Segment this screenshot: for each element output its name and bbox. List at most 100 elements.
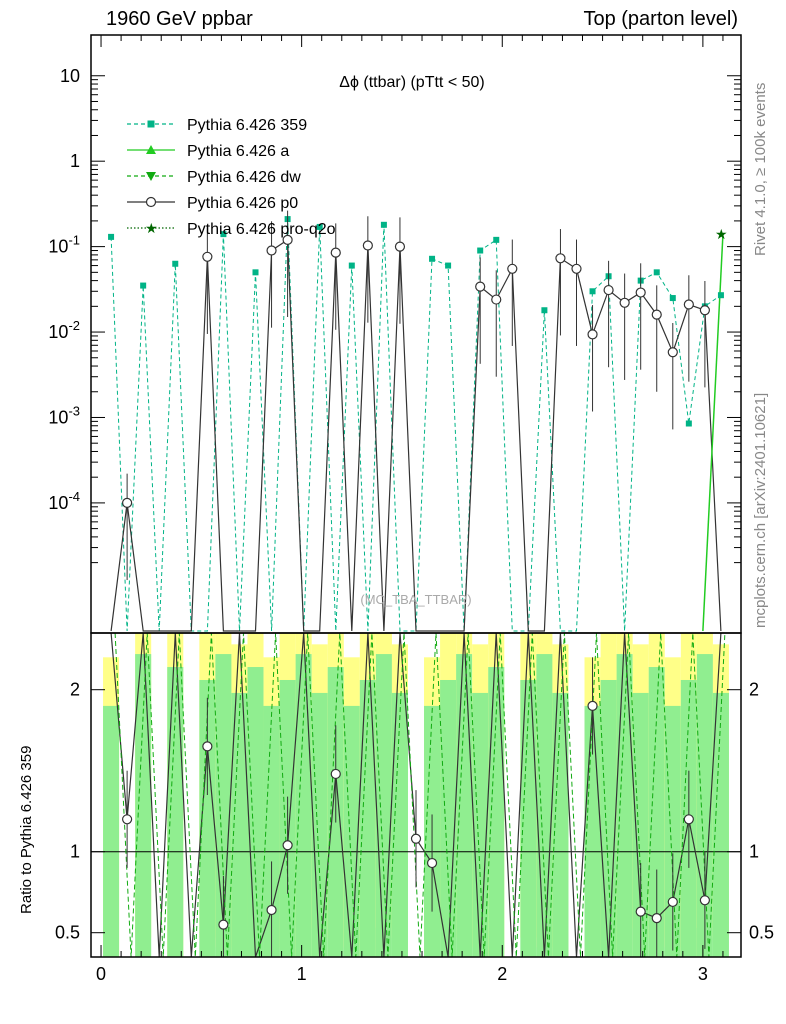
ratio-p0-marker <box>202 741 213 752</box>
series-p0-marker <box>282 234 293 245</box>
legend-label: Pythia 6.426 pro-q2o <box>187 221 336 238</box>
x-tick-label: 1 <box>297 964 307 984</box>
ratio-band-inner <box>135 654 152 957</box>
y-ratio-tick-label-right: 1 <box>749 842 759 862</box>
ratio-p0-marker <box>122 814 133 825</box>
series-359-marker <box>380 221 387 228</box>
header-left-label: 1960 GeV ppbar <box>106 8 253 30</box>
series-359-marker <box>653 269 660 276</box>
ratio-band-inner <box>311 692 328 957</box>
legend: Pythia 6.426 359 Pythia 6.426 a Pythia 6.4… <box>127 117 336 238</box>
ratio-band-inner <box>231 692 248 957</box>
ratio-p0-marker <box>330 768 341 780</box>
series-p0-marker <box>699 305 710 316</box>
series-359-marker <box>316 223 323 230</box>
ratio-plot-lines <box>91 632 741 958</box>
series-359-marker <box>589 288 596 295</box>
series-p0-marker <box>635 287 646 298</box>
ratio-band-inner <box>552 692 569 957</box>
ratio-p0-marker <box>651 913 662 924</box>
series-p0-marker <box>491 294 502 305</box>
series-359-marker <box>445 262 452 269</box>
series-pro-q2o-marker: ★ <box>715 226 728 242</box>
ratio-band-inner <box>247 667 264 957</box>
legend-label: Pythia 6.426 p0 <box>187 195 298 212</box>
series-p0-marker <box>394 241 406 252</box>
series-a-tail <box>702 234 724 632</box>
ratio-p0-marker <box>699 895 710 906</box>
axis-ticks: 0 1 2 3 10 1 10-1 10-2 10-3 10-4 2 2 1 1 0.5 0.5 <box>48 35 774 984</box>
series-p0-marker <box>475 281 486 292</box>
ratio-band-inner <box>632 692 649 957</box>
legend-label: Pythia 6.426 a <box>187 143 289 160</box>
series-359-marker <box>220 231 227 238</box>
series-p0-marker <box>571 263 582 274</box>
x-tick-label: 2 <box>497 964 507 984</box>
header-right-label: Top (parton level) <box>583 8 738 30</box>
series-p0-marker <box>202 251 213 262</box>
series-p0-marker <box>362 240 373 251</box>
ratio-band-inner <box>648 667 665 957</box>
ratio-p0-marker <box>266 904 277 916</box>
x-tick-label: 0 <box>96 964 106 984</box>
series-359-marker <box>172 260 179 267</box>
y-ratio-tick-label-right: 2 <box>749 680 759 700</box>
y-main-tick-label: 1 <box>70 151 80 171</box>
series-p0-marker <box>603 284 614 296</box>
series-359-line <box>110 219 722 632</box>
ratio-band-inner <box>167 667 184 957</box>
series-359-marker <box>348 262 355 269</box>
y-ratio-tick-label: 2 <box>70 680 80 700</box>
plot-frames <box>90 34 742 958</box>
ratio-band-inner <box>536 654 553 957</box>
legend-marker-circle <box>145 196 157 208</box>
ratio-p0-marker <box>635 906 646 917</box>
y-main-tick-label: 10-1 <box>48 233 80 257</box>
ratio-band-inner <box>472 692 489 957</box>
ratio-band-inner <box>103 705 120 957</box>
series-p0-marker <box>619 297 630 308</box>
series-p0-marker <box>555 253 566 264</box>
series-359-marker <box>108 233 115 240</box>
y-ratio-tick-label: 0.5 <box>55 923 80 943</box>
series-359-marker <box>541 307 548 314</box>
ratio-band-inner <box>520 679 537 957</box>
legend-marker-triangle-down <box>146 172 156 181</box>
ratio-band-inner <box>343 705 360 957</box>
ratio-band-inner <box>295 654 312 957</box>
series-p0-marker <box>122 497 133 509</box>
ratio-band-inner <box>712 692 729 957</box>
y-main-tick-label: 10-2 <box>48 318 80 342</box>
ratio-plot-frame <box>90 632 742 958</box>
series-359-marker <box>140 282 147 289</box>
ratio-p0-marker <box>667 896 678 908</box>
ratio-p0-marker <box>282 840 293 851</box>
series-359-marker <box>252 269 259 276</box>
series-p0-marker <box>651 309 662 320</box>
series-359-marker <box>477 247 484 254</box>
ratio-p0-marker <box>587 700 598 712</box>
legend-marker-star: ★ <box>145 220 158 236</box>
legend-marker-triangle-up <box>146 145 156 154</box>
series-p0-marker <box>667 347 678 358</box>
y-main-tick-label: 10-3 <box>48 403 80 427</box>
series-359-marker <box>669 295 676 302</box>
series-359-marker <box>429 255 436 262</box>
ratio-p0-marker <box>426 857 438 869</box>
series-359-marker <box>493 236 500 243</box>
ratio-band-inner <box>359 679 376 957</box>
main-plot-lines: ★ <box>108 210 728 632</box>
legend-label: Pythia 6.426 dw <box>187 169 301 186</box>
series-p0-line <box>110 238 722 632</box>
x-tick-label: 3 <box>698 964 708 984</box>
ratio-band-inner <box>488 667 505 957</box>
ratio-p0-marker <box>683 814 694 825</box>
series-359-marker <box>717 292 724 299</box>
legend-label: Pythia 6.426 359 <box>187 117 307 134</box>
ratio-band-inner <box>440 679 457 957</box>
y-main-tick-label: 10 <box>60 66 80 86</box>
ratio-band-inner <box>456 654 473 957</box>
ratio-uncertainty-bands <box>103 633 729 957</box>
ratio-p0-marker <box>218 919 229 930</box>
